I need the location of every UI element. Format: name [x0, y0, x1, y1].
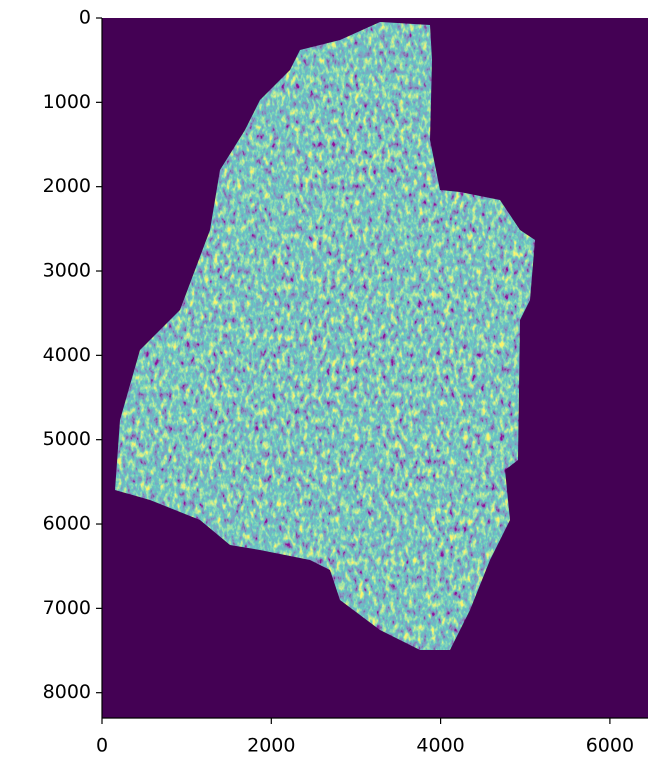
- x-tick-label: 0: [96, 735, 108, 757]
- y-tick-label: 3000: [43, 260, 91, 282]
- y-tick-label: 5000: [43, 428, 91, 450]
- y-tick-label: 8000: [43, 681, 91, 703]
- y-tick-label: 4000: [43, 344, 91, 366]
- y-tick-label: 1000: [43, 91, 91, 113]
- page: 0 1000 2000 3000 4000 5000 6000 7000 8000 0 2000 40…: [0, 0, 648, 765]
- y-tick-label: 7000: [43, 597, 91, 619]
- y-tick-label: 2000: [43, 175, 91, 197]
- x-tick-label: 2000: [247, 735, 295, 757]
- x-tick-label: 6000: [586, 735, 634, 757]
- image: [102, 18, 648, 718]
- x-tick-label: 4000: [416, 735, 464, 757]
- y-tick-label: 0: [79, 7, 91, 29]
- y-tick-label: 6000: [43, 513, 91, 535]
- chart: 0 1000 2000 3000 4000 5000 6000 7000 8000 0 2000 40…: [0, 0, 648, 765]
